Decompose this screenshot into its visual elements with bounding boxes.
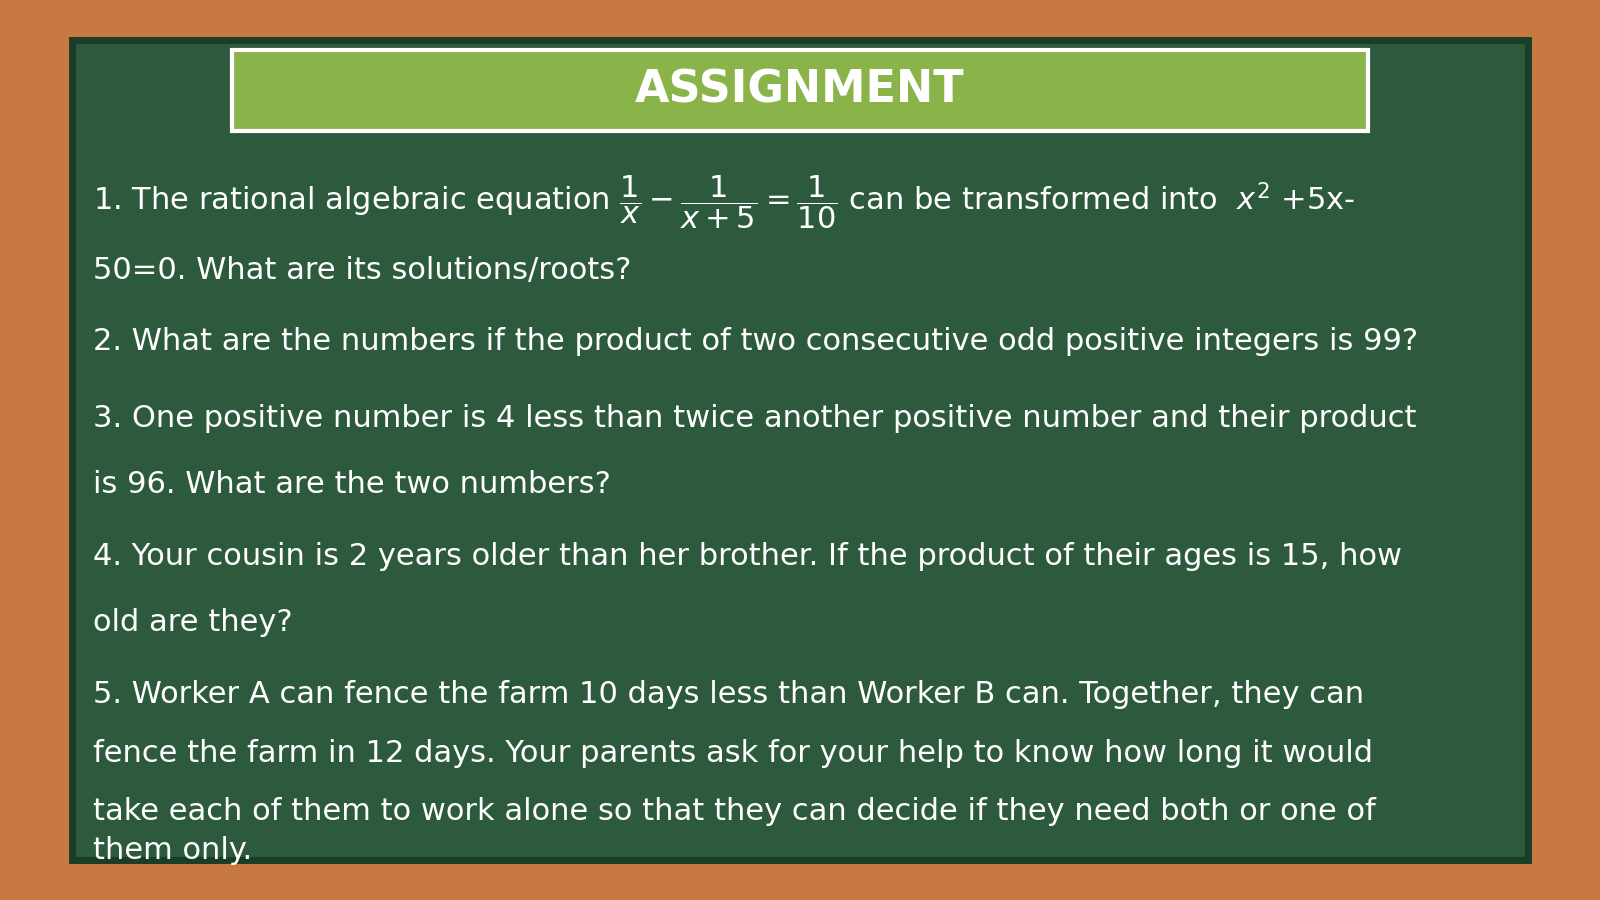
FancyBboxPatch shape (232, 50, 1368, 130)
FancyBboxPatch shape (72, 40, 1528, 859)
Text: fence the farm in 12 days. Your parents ask for your help to know how long it wo: fence the farm in 12 days. Your parents … (93, 739, 1373, 768)
Text: 4. Your cousin is 2 years older than her brother. If the product of their ages i: 4. Your cousin is 2 years older than her… (93, 542, 1402, 571)
Text: 50=0. What are its solutions/roots?: 50=0. What are its solutions/roots? (93, 256, 630, 284)
Text: take each of them to work alone so that they can decide if they need both or one: take each of them to work alone so that … (93, 797, 1376, 826)
Text: 5. Worker A can fence the farm 10 days less than Worker B can. Together, they ca: 5. Worker A can fence the farm 10 days l… (93, 680, 1363, 709)
Text: them only.: them only. (93, 836, 251, 865)
Text: ASSIGNMENT: ASSIGNMENT (635, 68, 965, 112)
Text: 2. What are the numbers if the product of two consecutive odd positive integers : 2. What are the numbers if the product o… (93, 328, 1418, 356)
Text: old are they?: old are they? (93, 608, 293, 637)
Text: is 96. What are the two numbers?: is 96. What are the two numbers? (93, 470, 611, 499)
Text: 1. The rational algebraic equation $\dfrac{1}{x} - \dfrac{1}{x+5} = \dfrac{1}{10: 1. The rational algebraic equation $\dfr… (93, 174, 1355, 231)
Text: 3. One positive number is 4 less than twice another positive number and their pr: 3. One positive number is 4 less than tw… (93, 404, 1416, 433)
